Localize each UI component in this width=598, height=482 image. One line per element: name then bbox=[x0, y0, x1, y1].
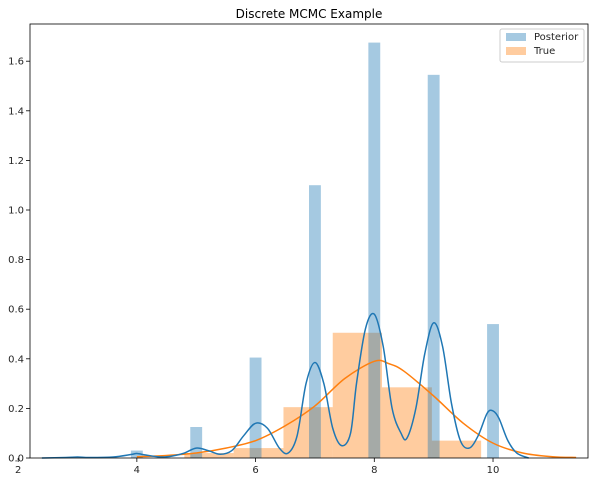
posterior-bar-3 bbox=[309, 185, 321, 458]
posterior-bar-5 bbox=[427, 74, 440, 458]
y-tick-label-0: 0.0 bbox=[8, 454, 24, 465]
kde-lines bbox=[41, 312, 577, 459]
plot-frame bbox=[29, 23, 589, 459]
x-tick-label-4: 10 bbox=[487, 465, 500, 476]
posterior-bar-2 bbox=[249, 357, 262, 458]
x-tick-label-0: 2 bbox=[15, 465, 21, 476]
y-axis: 0.0 0.2 0.4 0.6 0.8 1.0 1.2 1.4 1.6 bbox=[8, 57, 30, 465]
true-bar-5 bbox=[431, 440, 482, 458]
y-tick-label-2: 0.4 bbox=[8, 354, 24, 365]
y-tick-label-4: 0.8 bbox=[8, 255, 24, 266]
chart-title: Discrete MCMC Example bbox=[236, 7, 383, 21]
y-tick-label-3: 0.6 bbox=[8, 305, 24, 316]
y-tick-label-7: 1.4 bbox=[8, 106, 24, 117]
legend-label-posterior: Posterior bbox=[534, 32, 579, 43]
x-tick-label-3: 8 bbox=[371, 465, 377, 476]
true-kde-line bbox=[136, 359, 577, 459]
y-tick-label-1: 0.2 bbox=[8, 404, 24, 415]
y-tick-label-6: 1.2 bbox=[8, 156, 24, 167]
true-bar-0 bbox=[184, 453, 234, 458]
posterior-kde-line bbox=[41, 312, 529, 459]
posterior-bar-6 bbox=[487, 324, 499, 458]
legend: Posterior True bbox=[499, 28, 585, 63]
legend-box bbox=[499, 28, 585, 63]
x-tick-label-1: 4 bbox=[134, 465, 140, 476]
x-axis: 2 4 6 8 10 bbox=[15, 458, 499, 476]
x-tick-label-2: 6 bbox=[252, 465, 258, 476]
true-bar-4 bbox=[382, 387, 432, 458]
true-bar-3 bbox=[332, 332, 383, 458]
plot-area bbox=[41, 42, 577, 459]
legend-label-true: True bbox=[533, 46, 555, 57]
y-tick-label-8: 1.6 bbox=[8, 57, 24, 68]
y-tick-label-5: 1.0 bbox=[8, 206, 24, 217]
posterior-bar-4 bbox=[368, 42, 381, 458]
true-bar-1 bbox=[233, 448, 284, 458]
true-histogram bbox=[184, 332, 482, 458]
legend-swatch-posterior bbox=[506, 33, 526, 41]
posterior-bar-1 bbox=[190, 427, 203, 458]
legend-swatch-true bbox=[506, 47, 526, 55]
posterior-histogram bbox=[130, 42, 499, 458]
